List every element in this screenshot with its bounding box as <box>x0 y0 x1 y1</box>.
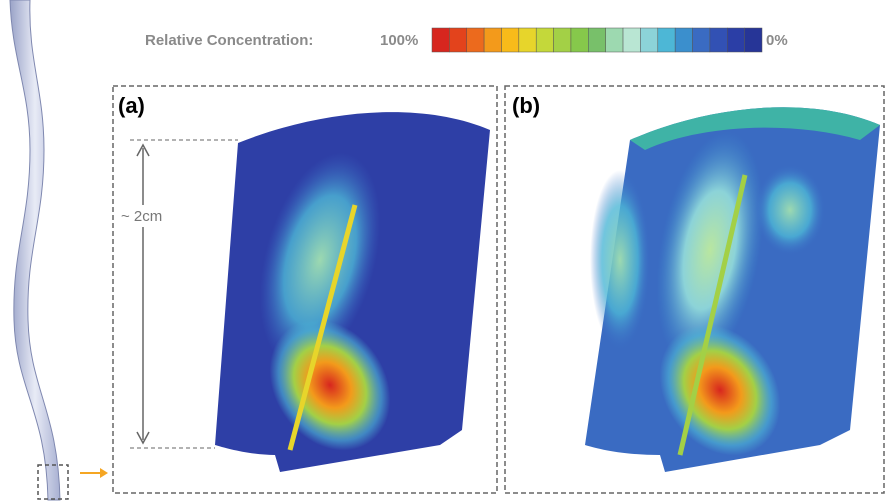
colorbar-swatch <box>623 28 640 52</box>
colorbar-swatch <box>432 28 449 52</box>
plume <box>590 170 650 350</box>
colorbar-swatch <box>606 28 623 52</box>
vessel <box>10 0 60 500</box>
colorbar-swatch <box>675 28 692 52</box>
colorbar-swatch <box>745 28 762 52</box>
colorbar-swatch <box>727 28 744 52</box>
colorbar <box>432 28 762 52</box>
colorbar-swatch <box>484 28 501 52</box>
colorbar-swatch <box>710 28 727 52</box>
colorbar-swatch <box>501 28 518 52</box>
colorbar-min: 0% <box>766 32 788 49</box>
colorbar-swatch <box>449 28 466 52</box>
colorbar-swatch <box>693 28 710 52</box>
colorbar-swatch <box>554 28 571 52</box>
colorbar-swatch <box>658 28 675 52</box>
dimension: ~ 2cm <box>121 208 162 225</box>
panel-label: (b) <box>512 93 540 118</box>
arrow-head <box>100 468 108 478</box>
figure: Relative Concentration: 100% 0% (a) ~ 2c… <box>0 0 886 501</box>
colorbar-label: Relative Concentration: <box>145 32 313 49</box>
colorbar-swatch <box>536 28 553 52</box>
colorbar-swatch <box>467 28 484 52</box>
colorbar-swatch <box>571 28 588 52</box>
panel-label: (a) <box>118 93 145 118</box>
colorbar-swatch <box>519 28 536 52</box>
colorbar-max: 100% <box>380 32 418 49</box>
colorbar-swatch <box>588 28 605 52</box>
colorbar-swatch <box>640 28 657 52</box>
plume <box>755 165 825 255</box>
